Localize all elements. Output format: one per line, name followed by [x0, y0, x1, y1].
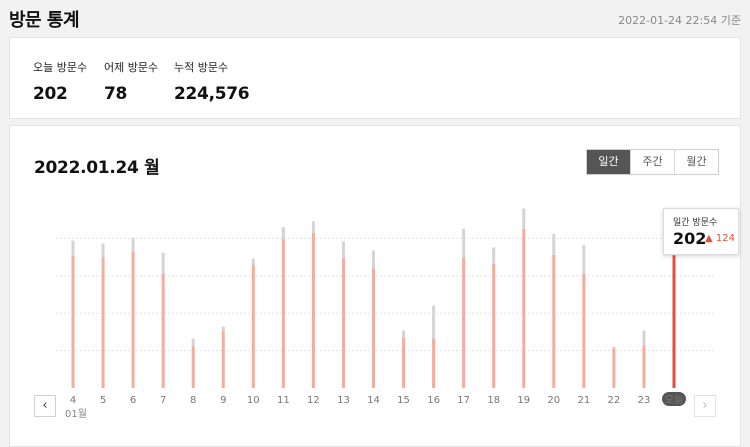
bar-visits-top[interactable] [462, 228, 466, 258]
bar-visits[interactable] [131, 251, 135, 388]
x-tick: 11 [277, 395, 290, 406]
bar-visits-top[interactable] [522, 208, 526, 229]
bar-visits[interactable] [462, 257, 466, 388]
bar-visits[interactable] [402, 337, 406, 388]
stat-today-value: 202 [33, 84, 68, 104]
chart-date: 2022.01.24 월 [34, 158, 160, 178]
x-tick: 21 [577, 395, 590, 406]
period-toggle: 일간 주간 월간 [586, 149, 719, 175]
x-tick: 12 [307, 395, 320, 406]
bar-visits[interactable] [311, 233, 315, 388]
tooltip-delta-value: 124 [715, 233, 735, 244]
today-tick-badge [662, 392, 686, 406]
bar-visits[interactable] [372, 268, 375, 388]
chevron-left-icon: ‹ [42, 398, 48, 413]
x-tick: 4 [70, 395, 76, 406]
tooltip-label: 일간 방문수 [673, 218, 718, 228]
bar-visits-top[interactable] [432, 305, 436, 339]
stats-timestamp: 2022-01-24 22:54 기준 [618, 14, 741, 27]
x-tick: 7 [160, 395, 166, 406]
x-tick: 18 [487, 395, 500, 406]
bar-visits[interactable] [552, 254, 556, 388]
bar-visits-top[interactable] [131, 237, 135, 252]
bar-visits-top[interactable] [251, 258, 255, 265]
stat-yesterday-value: 78 [104, 84, 128, 104]
stat-total-label: 누적 방문수 [174, 61, 229, 74]
bar-visits[interactable] [101, 257, 105, 388]
x-tick: 22 [608, 395, 621, 406]
bar-visits-top[interactable] [552, 233, 556, 255]
x-axis-month-label: 01월 [65, 408, 87, 420]
x-tick: 15 [397, 395, 410, 406]
bar-visits[interactable] [161, 273, 165, 388]
bar-visits-top[interactable] [372, 250, 375, 269]
bar-visits[interactable] [612, 348, 616, 388]
stat-yesterday-label: 어제 방문수 [104, 61, 159, 74]
bar-visits-top[interactable] [612, 346, 616, 349]
x-tick: 20 [547, 395, 560, 406]
bar-visits-top[interactable] [221, 326, 225, 332]
next-period-button[interactable]: › [694, 395, 716, 417]
bar-visits-top[interactable] [341, 241, 345, 258]
chart-panel: 2022.01.24 월 일간 주간 월간 4 5 6 7 8 9 10 11 12 13 14 15… [9, 125, 741, 447]
x-tick: 5 [100, 395, 106, 406]
stat-today: 오늘 방문수 202 [33, 59, 87, 104]
x-tick: 8 [190, 395, 196, 406]
bar-visits[interactable] [251, 264, 255, 388]
bar-visits[interactable] [71, 255, 75, 388]
bar-visits[interactable] [582, 273, 586, 388]
bar-visits-top[interactable] [281, 227, 285, 240]
bar-visits[interactable] [281, 239, 285, 388]
stat-today-label: 오늘 방문수 [33, 61, 88, 74]
stat-total: 누적 방문수 224,576 [174, 59, 250, 104]
bar-visits[interactable] [432, 338, 436, 388]
daily-visits-tooltip: 일간 방문수 202 ▲ 124 [663, 208, 739, 255]
bar-visits-top[interactable] [71, 240, 75, 256]
tab-weekly[interactable]: 주간 [630, 150, 674, 174]
x-tick: 23 [638, 395, 651, 406]
chevron-right-icon: › [702, 398, 708, 413]
bar-visits-top[interactable] [642, 330, 646, 346]
x-tick: 9 [220, 395, 226, 406]
x-tick: 10 [247, 395, 260, 406]
visits-bar-chart: 4 5 6 7 8 9 10 11 12 13 14 15 16 17 18 19 20 21 22 23 오늘 01월 [56, 208, 716, 420]
bar-visits[interactable] [492, 263, 496, 388]
up-triangle-icon: ▲ [705, 233, 713, 244]
x-tick: 13 [337, 395, 350, 406]
bar-visits[interactable] [642, 345, 646, 388]
bar-visits[interactable] [672, 255, 676, 388]
x-tick: 16 [427, 395, 440, 406]
bar-visits[interactable] [341, 257, 345, 388]
x-tick-today: 오늘 [665, 394, 683, 406]
x-tick: 17 [457, 395, 470, 406]
bar-visits-top[interactable] [492, 247, 496, 264]
bar-visits-top[interactable] [101, 243, 105, 258]
bar-visits-top[interactable] [161, 252, 165, 274]
bar-visits-top[interactable] [402, 330, 406, 338]
tooltip-delta: ▲ 124 [705, 233, 735, 244]
bar-visits[interactable] [221, 331, 225, 388]
prev-period-button[interactable]: ‹ [34, 395, 56, 417]
stat-yesterday: 어제 방문수 78 [104, 59, 158, 104]
x-tick: 19 [517, 395, 530, 406]
x-tick: 6 [130, 395, 136, 406]
bar-visits-top[interactable] [582, 245, 586, 274]
stat-total-value: 224,576 [174, 84, 250, 104]
tab-daily[interactable]: 일간 [587, 150, 630, 174]
tooltip-value: 202 [673, 229, 707, 248]
tab-monthly[interactable]: 월간 [674, 150, 718, 174]
bar-visits-top[interactable] [311, 221, 315, 234]
bar-visits-top[interactable] [191, 338, 195, 347]
page-title: 방문 통계 [9, 10, 80, 31]
x-tick: 14 [367, 395, 380, 406]
bar-visits[interactable] [522, 228, 526, 388]
summary-panel: 오늘 방문수 202 어제 방문수 78 누적 방문수 224,576 [9, 37, 741, 119]
bar-visits[interactable] [191, 346, 195, 388]
